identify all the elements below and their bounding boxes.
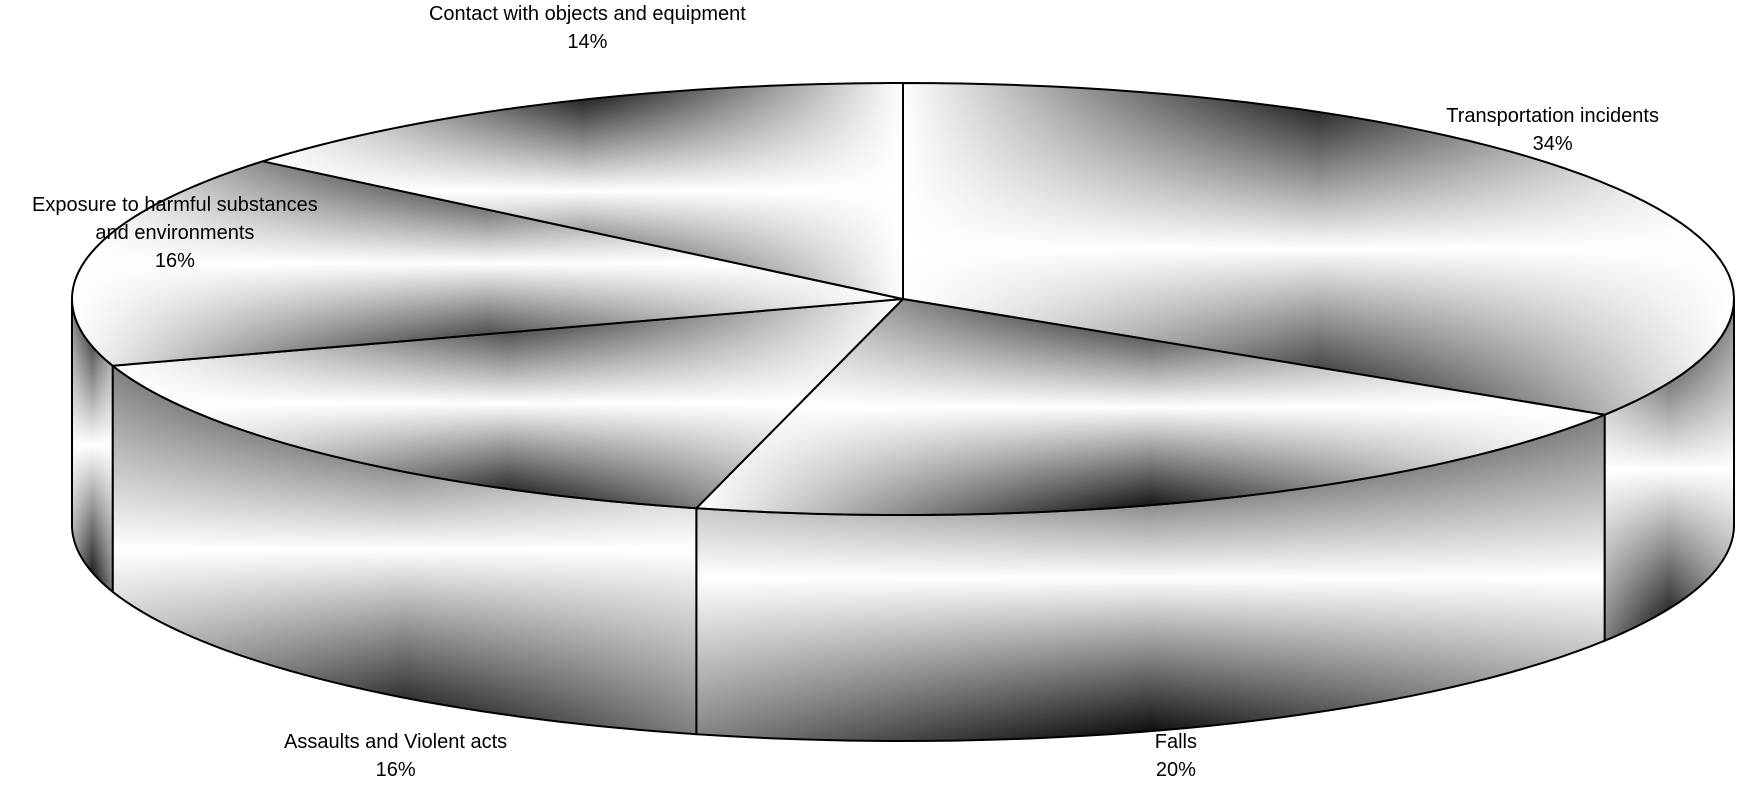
data-label-assaults-and-violent-acts: Assaults and Violent acts 16% [284, 728, 507, 784]
data-label-falls: Falls 20% [1155, 728, 1197, 784]
pie-slice-transportation-incidents [902, 82, 1735, 416]
data-label-exposure-to-harmful-substances-and-environments: Exposure to harmful substances and enviro… [32, 191, 318, 275]
slice-label-text: Falls [1154, 731, 1198, 753]
slice-label-text: Transportation incidents [1446, 105, 1659, 128]
slice-label-text: Exposure to harmful substances [32, 194, 318, 217]
data-label-transportation-incidents: Transportation incidents 34% [1446, 102, 1659, 158]
pie-slice-exposure-to-harmful-substances-and-environments [71, 160, 904, 367]
slice-label-text: Assaults and Violent acts [284, 731, 508, 753]
slice-value-label: 16% [375, 759, 416, 781]
slice-value-label: 16% [154, 250, 195, 273]
pie-slice-assaults-and-violent-acts [111, 298, 904, 510]
slice-label-text: and environments [95, 222, 255, 245]
pie-side-exposure-to-harmful-substances-and-environments [71, 298, 114, 594]
data-label-contact-with-objects-and-equipment: Contact with objects and equipment 14% [429, 0, 746, 56]
pie-slice-contact-with-objects-and-equipment [261, 82, 904, 300]
slice-value-label: 34% [1532, 133, 1573, 156]
slice-value-label: 20% [1155, 759, 1196, 781]
slice-value-label: 14% [567, 31, 608, 53]
slice-label-text: Contact with objects and equipment [428, 3, 746, 25]
pie-slice-falls [695, 298, 1606, 516]
